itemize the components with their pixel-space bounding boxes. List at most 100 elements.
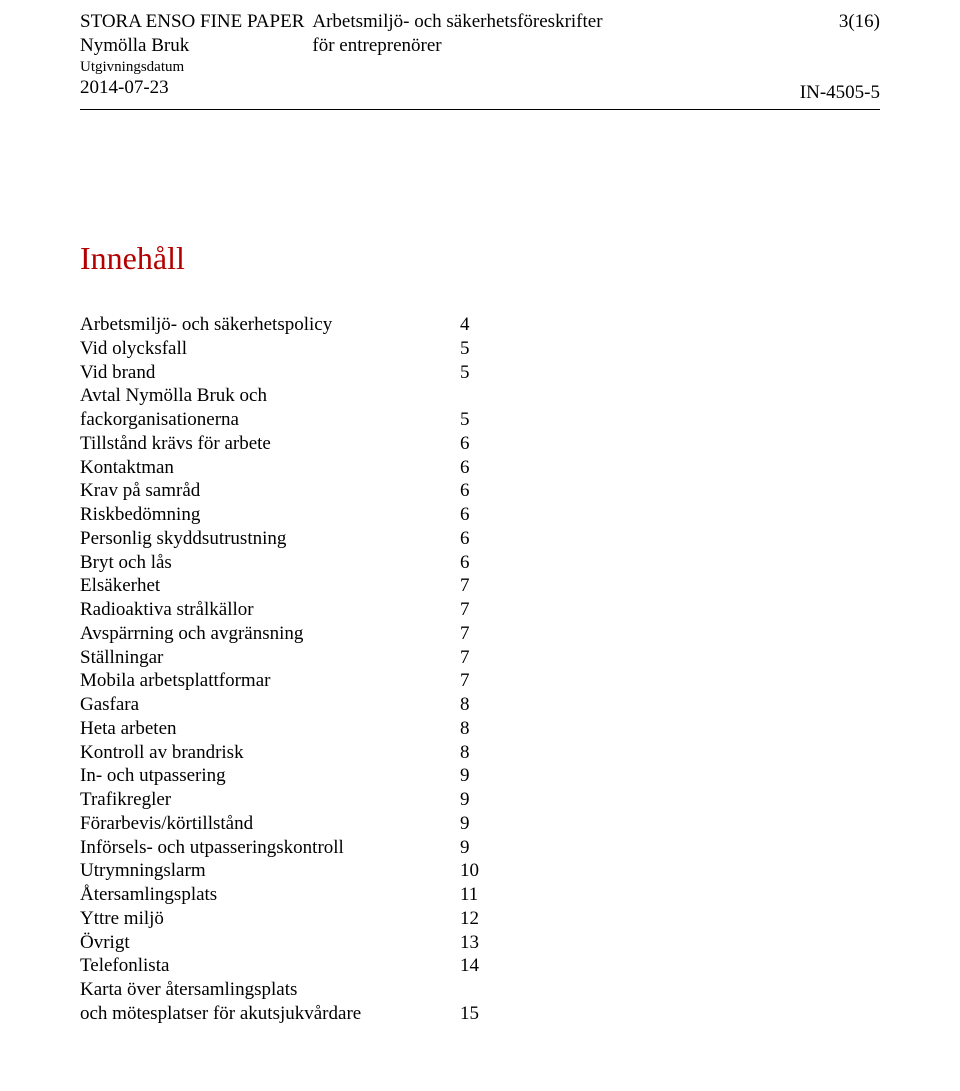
- toc-row: Övrigt13: [80, 931, 880, 955]
- toc-entry-page: 10: [460, 859, 500, 883]
- toc-entry-label: Kontaktman: [80, 456, 460, 480]
- toc-row: Telefonlista14: [80, 954, 880, 978]
- toc-entry-page: 6: [460, 551, 500, 575]
- toc-entry-label: Elsäkerhet: [80, 574, 460, 598]
- toc-entry-label: Gasfara: [80, 693, 460, 717]
- toc-entry-page: 7: [460, 622, 500, 646]
- toc-row: Trafikregler9: [80, 788, 880, 812]
- toc-entry-page: 9: [460, 812, 500, 836]
- header-left-block: STORA ENSO FINE PAPER Nymölla Bruk Utgiv…: [80, 10, 304, 105]
- toc-entry-page: 15: [460, 1002, 500, 1026]
- toc-entry-label: Krav på samråd: [80, 479, 460, 503]
- toc-entry-page: 7: [460, 669, 500, 693]
- toc-entry-label: Övrigt: [80, 931, 460, 955]
- site-name: Nymölla Bruk: [80, 34, 304, 58]
- header-center-block: Arbetsmiljö- och säkerhetsföreskrifter f…: [304, 10, 760, 105]
- toc-entry-page: 5: [460, 408, 500, 432]
- toc-entry-label: In- och utpassering: [80, 764, 460, 788]
- toc-row: Mobila arbetsplattformar7: [80, 669, 880, 693]
- toc-row: Karta över återsamlingsplats: [80, 978, 880, 1002]
- toc-entry-page: 9: [460, 764, 500, 788]
- toc-row: Kontaktman6: [80, 456, 880, 480]
- toc-entry-label: Avspärrning och avgränsning: [80, 622, 460, 646]
- toc-entry-label: Förarbevis/körtillstånd: [80, 812, 460, 836]
- page-indicator: 3(16): [760, 10, 880, 34]
- toc-entry-label: Karta över återsamlingsplats: [80, 978, 460, 1002]
- toc-row: Arbetsmiljö- och säkerhetspolicy4: [80, 313, 880, 337]
- toc-entry-label: Avtal Nymölla Bruk och: [80, 384, 460, 408]
- toc-row: Yttre miljö12: [80, 907, 880, 931]
- toc-entry-page: 6: [460, 456, 500, 480]
- toc-row: Införsels- och utpasseringskontroll9: [80, 836, 880, 860]
- toc-entry-page: 12: [460, 907, 500, 931]
- toc-entry-label: Vid brand: [80, 361, 460, 385]
- toc-entry-label: Personlig skyddsutrustning: [80, 527, 460, 551]
- toc-entry-label: Radioaktiva strålkällor: [80, 598, 460, 622]
- toc-entry-label: Utrymningslarm: [80, 859, 460, 883]
- toc-entry-label: Införsels- och utpasseringskontroll: [80, 836, 460, 860]
- table-of-contents: Arbetsmiljö- och säkerhetspolicy4Vid oly…: [80, 313, 880, 1026]
- toc-entry-page: 9: [460, 788, 500, 812]
- toc-entry-label: Riskbedömning: [80, 503, 460, 527]
- toc-entry-page: 5: [460, 337, 500, 361]
- toc-entry-label: Trafikregler: [80, 788, 460, 812]
- toc-heading: Innehåll: [80, 240, 880, 277]
- toc-entry-label: Ställningar: [80, 646, 460, 670]
- toc-row: Personlig skyddsutrustning6: [80, 527, 880, 551]
- toc-entry-page: 7: [460, 598, 500, 622]
- toc-entry-page: 9: [460, 836, 500, 860]
- toc-entry-page: [460, 384, 500, 408]
- doc-title-line-2: för entreprenörer: [312, 34, 760, 58]
- toc-entry-page: 8: [460, 693, 500, 717]
- document-id: IN-4505-5: [760, 81, 880, 105]
- toc-row: Återsamlingsplats11: [80, 883, 880, 907]
- toc-entry-label: Mobila arbetsplattformar: [80, 669, 460, 693]
- toc-row: Krav på samråd6: [80, 479, 880, 503]
- doc-title-line-1: Arbetsmiljö- och säkerhetsföreskrifter: [312, 10, 760, 34]
- toc-entry-label: Yttre miljö: [80, 907, 460, 931]
- toc-row: Avtal Nymölla Bruk och: [80, 384, 880, 408]
- toc-entry-label: Kontroll av brandrisk: [80, 741, 460, 765]
- toc-row: Kontroll av brandrisk8: [80, 741, 880, 765]
- issue-date: 2014-07-23: [80, 76, 304, 100]
- header-rule: [80, 109, 880, 110]
- toc-entry-label: Bryt och lås: [80, 551, 460, 575]
- header-right-block: 3(16) IN-4505-5: [760, 10, 880, 105]
- toc-entry-page: 11: [460, 883, 500, 907]
- toc-row: Radioaktiva strålkällor7: [80, 598, 880, 622]
- toc-row: Förarbevis/körtillstånd9: [80, 812, 880, 836]
- toc-row: In- och utpassering9: [80, 764, 880, 788]
- toc-entry-page: 5: [460, 361, 500, 385]
- toc-row: Riskbedömning6: [80, 503, 880, 527]
- toc-entry-page: 6: [460, 503, 500, 527]
- toc-row: fackorganisationerna5: [80, 408, 880, 432]
- toc-entry-page: 6: [460, 527, 500, 551]
- toc-entry-page: [460, 978, 500, 1002]
- document-page: STORA ENSO FINE PAPER Nymölla Bruk Utgiv…: [0, 0, 960, 1091]
- toc-entry-page: 13: [460, 931, 500, 955]
- toc-row: Elsäkerhet7: [80, 574, 880, 598]
- document-header: STORA ENSO FINE PAPER Nymölla Bruk Utgiv…: [80, 10, 880, 105]
- toc-entry-page: 14: [460, 954, 500, 978]
- toc-entry-page: 8: [460, 717, 500, 741]
- toc-entry-label: Tillstånd krävs för arbete: [80, 432, 460, 456]
- toc-entry-label: Telefonlista: [80, 954, 460, 978]
- toc-entry-page: 6: [460, 479, 500, 503]
- toc-row: Tillstånd krävs för arbete6: [80, 432, 880, 456]
- toc-entry-page: 4: [460, 313, 500, 337]
- toc-entry-label: Återsamlingsplats: [80, 883, 460, 907]
- toc-row: Bryt och lås6: [80, 551, 880, 575]
- company-name: STORA ENSO FINE PAPER: [80, 10, 304, 34]
- toc-entry-page: 7: [460, 646, 500, 670]
- toc-entry-label: Arbetsmiljö- och säkerhetspolicy: [80, 313, 460, 337]
- toc-entry-label: och mötesplatser för akutsjukvårdare: [80, 1002, 460, 1026]
- toc-row: Vid brand5: [80, 361, 880, 385]
- toc-row: Ställningar7: [80, 646, 880, 670]
- toc-entry-page: 8: [460, 741, 500, 765]
- toc-entry-page: 7: [460, 574, 500, 598]
- toc-entry-page: 6: [460, 432, 500, 456]
- toc-entry-label: fackorganisationerna: [80, 408, 460, 432]
- toc-row: Gasfara8: [80, 693, 880, 717]
- toc-entry-label: Vid olycksfall: [80, 337, 460, 361]
- issue-date-label: Utgivningsdatum: [80, 58, 304, 77]
